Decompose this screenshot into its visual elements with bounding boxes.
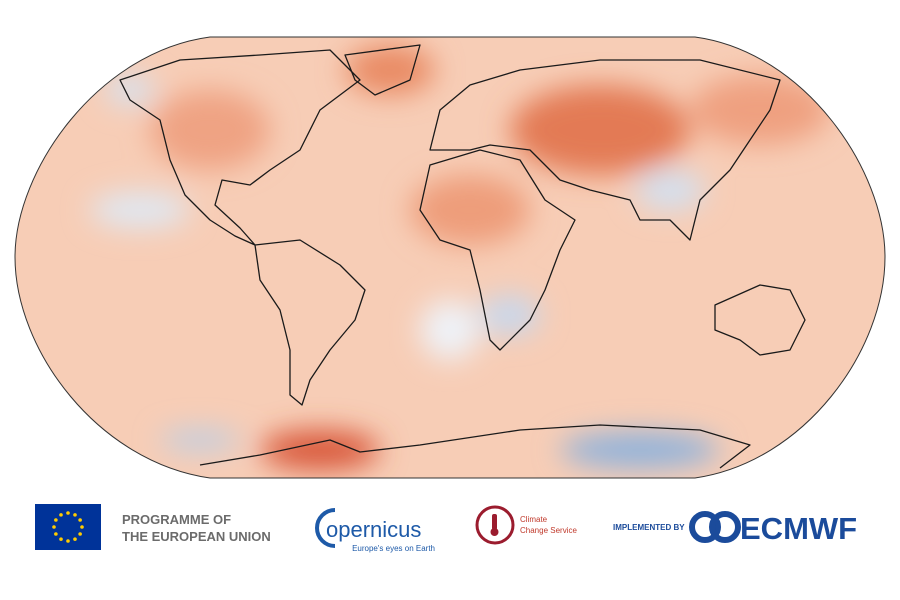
eu-star xyxy=(66,511,70,515)
climate-icon xyxy=(475,505,515,545)
cool-patch xyxy=(160,430,240,450)
ecmwf-icon-ring xyxy=(689,511,721,543)
south-america xyxy=(254,239,366,406)
australia xyxy=(714,284,806,356)
copernicus-name: opernicus xyxy=(326,517,421,542)
warm-patch xyxy=(690,75,830,145)
eu-stars xyxy=(52,511,84,543)
copernicus-c xyxy=(315,508,336,548)
eu-star xyxy=(59,537,63,541)
copernicus-tagline: Europe's eyes on Earth xyxy=(352,544,435,553)
eu-text: PROGRAMME OF xyxy=(122,512,231,527)
cool-patch xyxy=(105,75,155,105)
africa xyxy=(419,149,576,351)
climate-icon xyxy=(490,528,499,536)
ecmwf-name: ECMWF xyxy=(740,511,857,546)
eu-star xyxy=(73,513,77,517)
warm-patch xyxy=(150,90,270,170)
eu-star xyxy=(80,525,84,529)
map-border xyxy=(14,36,886,479)
cool-patch xyxy=(635,170,705,210)
eu-text: THE EUROPEAN UNION xyxy=(122,529,271,544)
eu-star xyxy=(52,525,56,529)
ecmwf-prefix: IMPLEMENTED BY xyxy=(613,523,685,532)
ecmwf-icon-ring xyxy=(709,511,741,543)
warm-patch xyxy=(510,85,690,175)
eu-star xyxy=(78,532,82,536)
cool-patch xyxy=(420,300,480,360)
eu-star xyxy=(54,532,58,536)
ecmwf-icon xyxy=(689,511,741,543)
cool-patch xyxy=(480,295,540,335)
eu-star xyxy=(66,539,70,543)
climate-text: Climate xyxy=(520,515,548,524)
eu-star xyxy=(78,518,82,522)
eu-star xyxy=(73,537,77,541)
eurasia xyxy=(429,59,781,241)
climate-text: Change Service xyxy=(520,526,577,535)
climate-icon xyxy=(492,514,497,530)
greenland xyxy=(344,44,421,96)
anomaly-field xyxy=(90,45,830,470)
warm-patch xyxy=(260,430,380,470)
north-america xyxy=(119,49,361,246)
eu-star xyxy=(59,513,63,517)
warm-patch xyxy=(410,175,530,245)
antarctica xyxy=(199,424,751,469)
eu-star xyxy=(54,518,58,522)
warm-patch xyxy=(345,45,435,95)
cool-patch xyxy=(560,432,720,468)
eu-flag xyxy=(35,504,101,550)
cool-patch xyxy=(90,192,190,228)
